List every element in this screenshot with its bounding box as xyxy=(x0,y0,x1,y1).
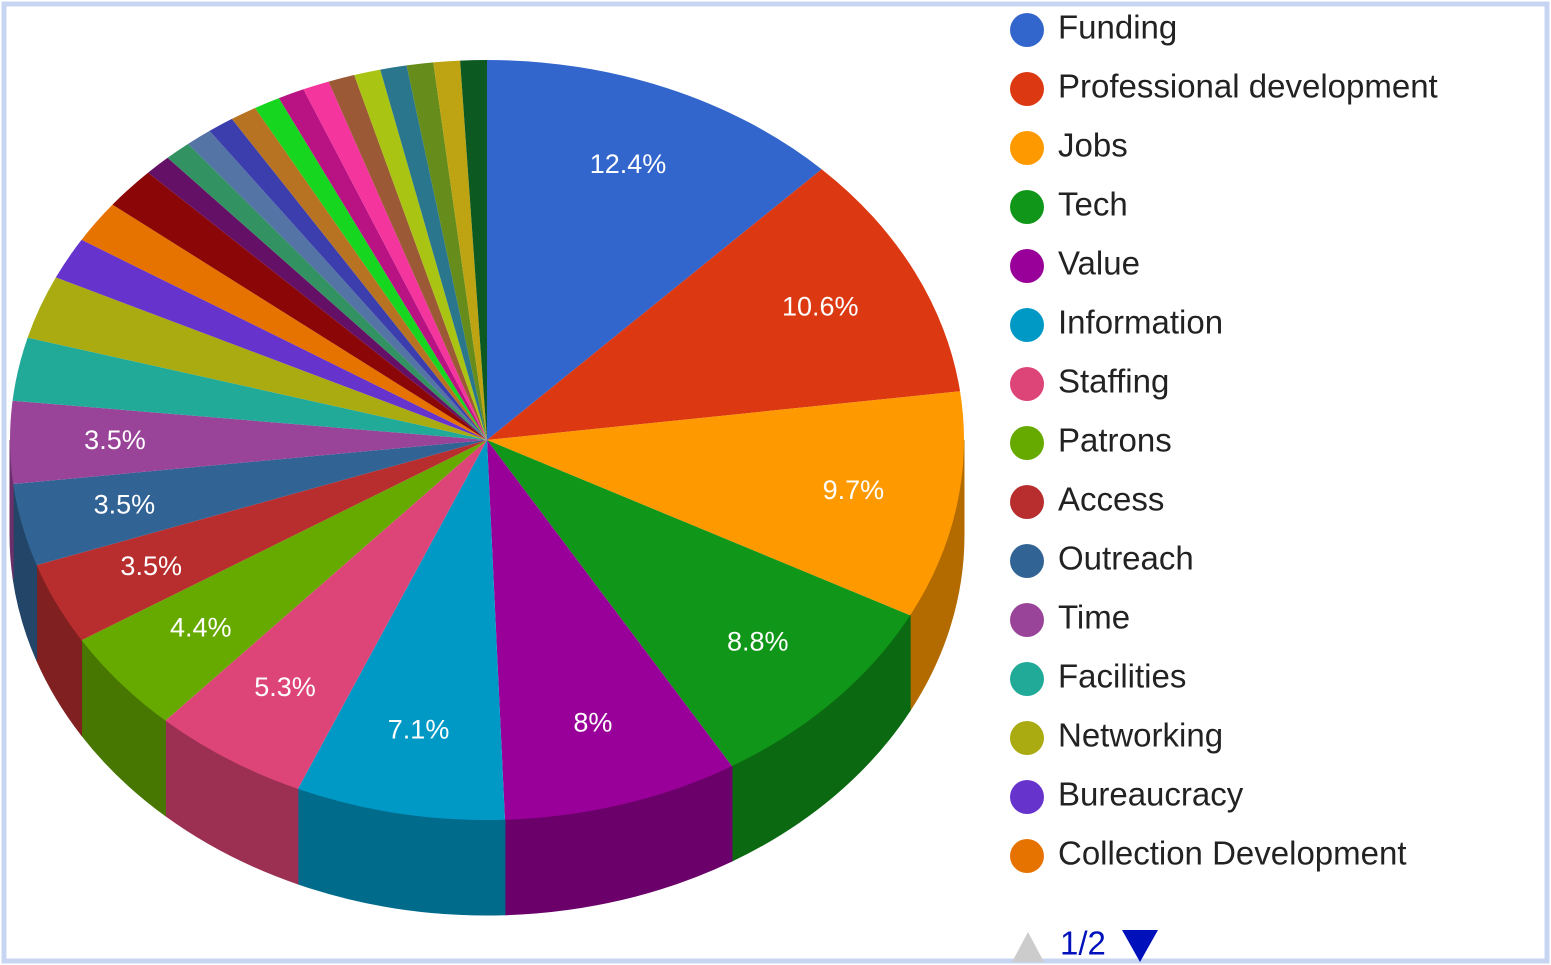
pie-slice xyxy=(303,81,487,440)
legend-swatch xyxy=(1010,426,1044,460)
slice-label: 10.6% xyxy=(782,291,859,321)
legend: 1/2 Funding Professional development Jobs T… xyxy=(1010,9,1438,962)
pie-slice xyxy=(112,172,488,440)
legend-label: Bureaucracy xyxy=(1058,776,1244,813)
legend-label: Staffing xyxy=(1058,363,1169,400)
pie-slice xyxy=(12,337,487,440)
legend-swatch xyxy=(1010,131,1044,165)
legend-swatch xyxy=(1010,603,1044,637)
legend-swatch xyxy=(1010,72,1044,106)
pie-slice xyxy=(188,130,488,440)
legend-swatch xyxy=(1010,13,1044,47)
legend-swatch xyxy=(1010,662,1044,696)
slice-label: 3.5% xyxy=(94,489,156,519)
pie-slice xyxy=(36,440,487,641)
legend-swatch xyxy=(1010,839,1044,873)
pie-slice xyxy=(487,169,961,440)
pie-slice xyxy=(487,60,822,440)
legend-label: Outreach xyxy=(1058,540,1194,577)
pie-slice xyxy=(231,107,487,440)
pie-slice xyxy=(255,98,487,440)
legend-label: Facilities xyxy=(1058,658,1186,695)
pie-slice xyxy=(13,440,487,566)
pie-slice xyxy=(209,118,488,440)
pie-slice xyxy=(278,89,487,440)
legend-swatch xyxy=(1010,780,1044,814)
legend-label: Collection Development xyxy=(1058,835,1407,872)
legend-label: Value xyxy=(1058,245,1140,282)
pie-slice xyxy=(81,204,488,440)
page-prev[interactable] xyxy=(1012,932,1044,962)
legend-label: Information xyxy=(1058,304,1223,341)
pie-slice xyxy=(487,440,732,820)
legend-label: Tech xyxy=(1058,186,1128,223)
pie-slice xyxy=(406,62,487,440)
pie-slice xyxy=(354,69,487,440)
pie-sides xyxy=(9,439,965,916)
slice-label: 8% xyxy=(573,707,612,737)
legend-swatch xyxy=(1010,190,1044,224)
pie-tops: 12.4% 10.6% 9.7% 8.8% 8% 7.1% 5.3% 4.4% 3.5% 3.5%… xyxy=(10,60,964,820)
slice-label: 9.7% xyxy=(823,475,885,505)
slice-label: 5.3% xyxy=(254,672,316,702)
pie-slice xyxy=(148,157,487,440)
legend-label: Patrons xyxy=(1058,422,1172,459)
pie-slice xyxy=(165,440,487,789)
pie-slice xyxy=(27,277,487,440)
legend-swatch xyxy=(1010,544,1044,578)
pie-slice xyxy=(487,440,911,767)
pie-slice xyxy=(81,440,488,721)
legend-swatch xyxy=(1010,721,1044,755)
slice-label: 8.8% xyxy=(727,626,789,656)
legend-label: Jobs xyxy=(1058,127,1128,164)
page-next[interactable] xyxy=(1122,930,1158,962)
legend-swatch xyxy=(1010,308,1044,342)
pie-slice xyxy=(328,75,487,440)
legend-label: Time xyxy=(1058,599,1130,636)
slice-label: 7.1% xyxy=(388,714,450,744)
pie-slice xyxy=(297,440,505,820)
pie-slice xyxy=(433,60,487,441)
pie-slice xyxy=(380,65,487,440)
pie-slice xyxy=(10,400,488,484)
legend-label: Networking xyxy=(1058,717,1223,754)
legend-page: 1/2 xyxy=(1060,925,1106,962)
slice-label: 3.5% xyxy=(84,425,146,455)
slice-label: 12.4% xyxy=(590,149,667,179)
legend-swatch xyxy=(1010,367,1044,401)
pie-slice xyxy=(167,143,487,441)
legend-swatch xyxy=(1010,249,1044,283)
legend-label: Professional development xyxy=(1058,68,1438,105)
legend-swatch xyxy=(1010,485,1044,519)
pie-slice xyxy=(487,391,964,616)
pie-slice xyxy=(460,60,487,440)
slice-label: 3.5% xyxy=(120,551,182,581)
legend-label: Funding xyxy=(1058,9,1177,46)
pie-slice xyxy=(55,239,488,440)
slice-label: 4.4% xyxy=(170,612,232,642)
legend-label: Access xyxy=(1058,481,1164,518)
